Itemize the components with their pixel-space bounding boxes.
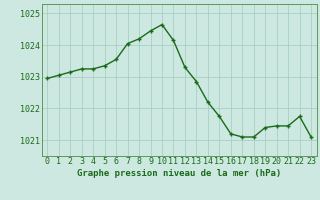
X-axis label: Graphe pression niveau de la mer (hPa): Graphe pression niveau de la mer (hPa) xyxy=(77,169,281,178)
